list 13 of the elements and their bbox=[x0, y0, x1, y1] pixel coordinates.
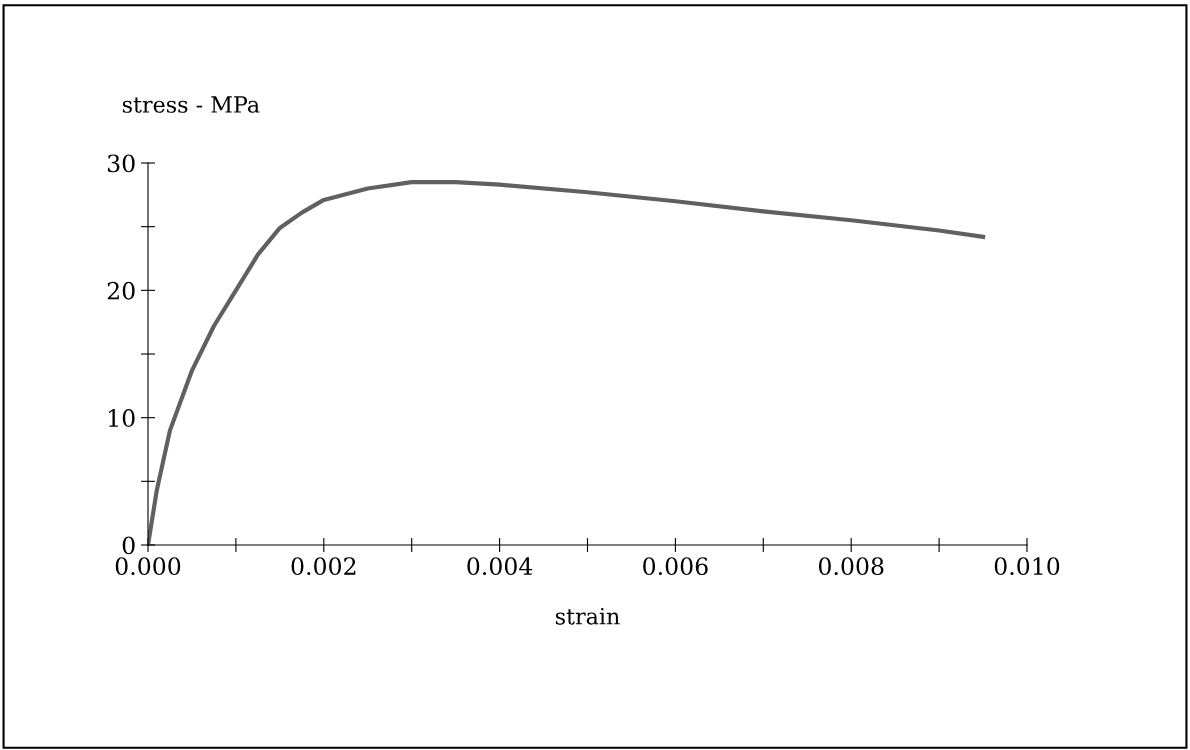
x-tick-label: 0.002 bbox=[291, 557, 356, 576]
x-tick-label: 0.000 bbox=[115, 557, 181, 576]
y-tick-label: 0 bbox=[122, 536, 135, 555]
x-tick-label: 0.006 bbox=[643, 557, 708, 576]
y-tick-label: 30 bbox=[107, 154, 135, 173]
x-axis-title: strain bbox=[555, 607, 620, 625]
y-tick-label: 10 bbox=[109, 409, 135, 427]
y-axis-title: stress - MPa bbox=[122, 96, 260, 113]
y-tick-label: 20 bbox=[107, 281, 135, 300]
x-tick-label: 0.008 bbox=[818, 557, 884, 576]
line-series bbox=[148, 180, 986, 545]
x-tick-label: 0.004 bbox=[467, 557, 533, 576]
x-tick-label: 0.010 bbox=[994, 557, 1060, 576]
